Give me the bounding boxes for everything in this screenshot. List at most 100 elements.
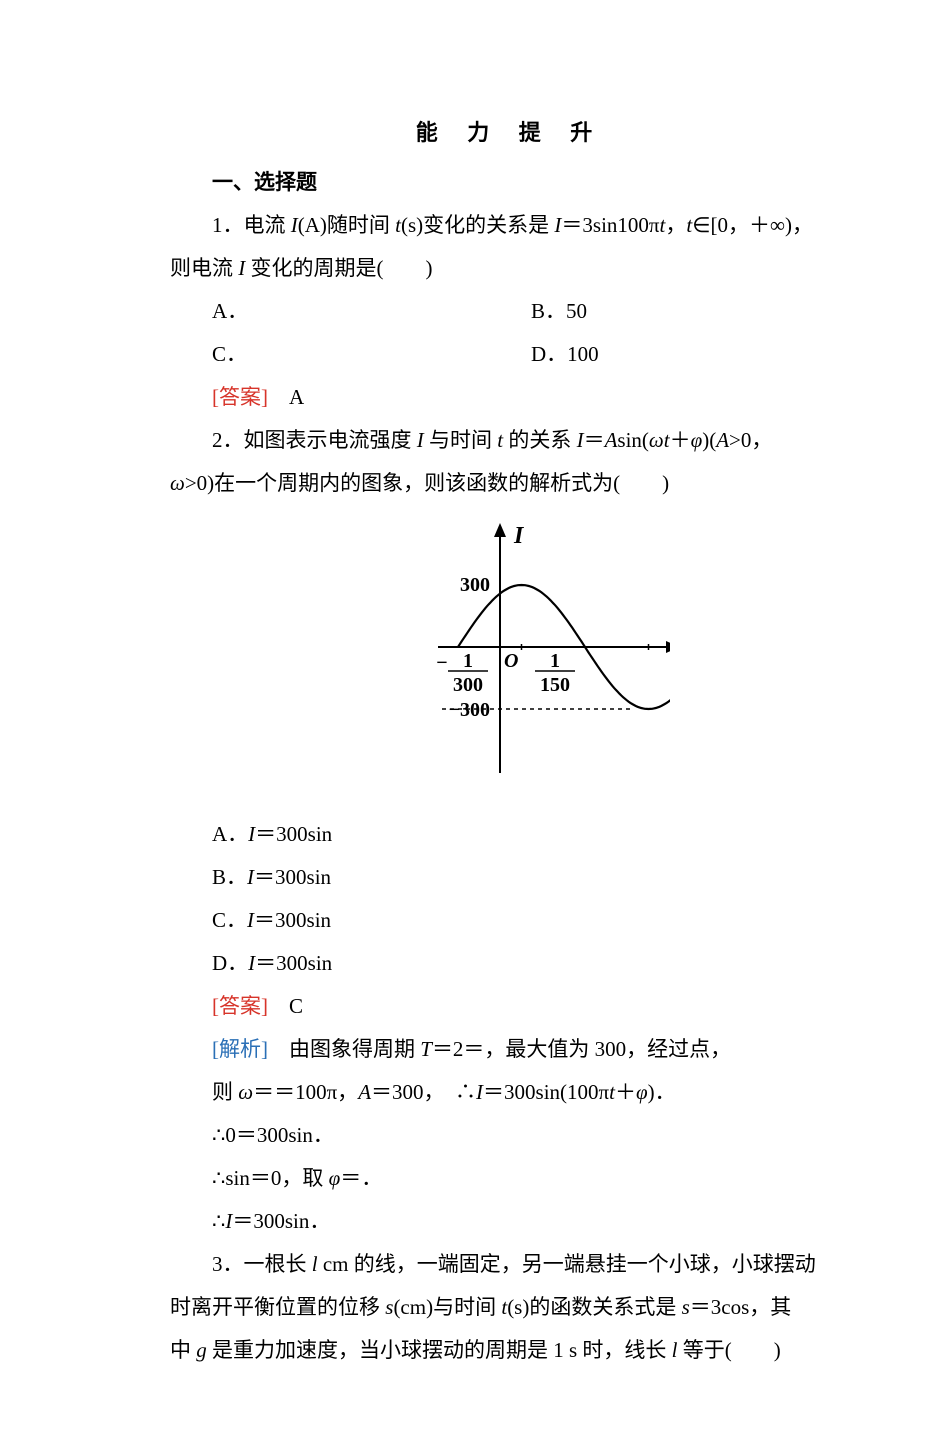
q2-option-d: D．I＝300sin xyxy=(170,942,850,985)
q1-option-c: C． xyxy=(212,342,247,366)
q1-text: (A)随时间 xyxy=(298,213,395,237)
var-A: A xyxy=(358,1080,371,1104)
q2-figure: It300−300O−13001150 xyxy=(170,519,850,794)
q2-option-c: C．I＝300sin xyxy=(170,899,850,942)
eq: ＋ xyxy=(670,428,691,452)
opt-eq: ＝300sin xyxy=(254,865,331,889)
q2-analysis-5: ∴I＝300sin． xyxy=(170,1200,850,1243)
ana-text: 则 xyxy=(212,1080,238,1104)
q3-stem-line2: 时离开平衡位置的位移 s(cm)与时间 t(s)的函数关系式是 s＝3cos，其 xyxy=(170,1286,850,1329)
svg-text:300: 300 xyxy=(453,674,483,696)
q2-analysis-1: [解析] 由图象得周期 T＝2＝，最大值为 300，经过点， xyxy=(170,1028,850,1071)
opt-eq: ＝300sin xyxy=(254,908,331,932)
opt-label: D． xyxy=(212,951,248,975)
q2-text: 与时间 xyxy=(424,428,498,452)
q1-answer: [答案] A xyxy=(170,376,850,419)
q3-text: (s)的函数关系式是 xyxy=(507,1295,681,1319)
q2-analysis-2: 则 ω＝＝100π，A＝300， ∴I＝300sin(100πt＋φ)． xyxy=(170,1071,850,1114)
ana-text: ＝2＝，最大值为 300，经过点， xyxy=(432,1037,731,1061)
var-I: I xyxy=(577,428,584,452)
var-T: T xyxy=(420,1037,432,1061)
svg-text:−300: −300 xyxy=(449,699,490,721)
var-I: I xyxy=(417,428,424,452)
var-I: I xyxy=(476,1080,483,1104)
q3-text: cm 的线，一端固定，另一端悬挂一个小球，小球摆动 xyxy=(318,1252,816,1276)
q3-stem-line3: 中 g 是重力加速度，当小球摆动的周期是 1 s 时，线长 l 等于( ) xyxy=(170,1329,850,1372)
q2-stem-line1: 2．如图表示电流强度 I 与时间 t 的关系 I＝Asin(ωt＋φ)(A>0， xyxy=(170,419,850,462)
q2-option-a: A．I＝300sin xyxy=(170,813,850,856)
q3-text: ＝3cos，其 xyxy=(690,1295,792,1319)
eq: >0， xyxy=(729,428,772,452)
svg-text:I: I xyxy=(513,523,525,549)
q3-text: 时离开平衡位置的位移 xyxy=(170,1295,385,1319)
answer-label: [答案] xyxy=(212,385,268,409)
ana-text: )． xyxy=(648,1080,676,1104)
svg-text:1: 1 xyxy=(550,650,560,672)
ana-text: 由图象得周期 xyxy=(268,1037,420,1061)
var-w: ω xyxy=(649,428,664,452)
ana-text: ＋ xyxy=(615,1080,636,1104)
ana-text: ∴sin＝0，取 xyxy=(212,1166,329,1190)
var-I: I xyxy=(247,865,254,889)
q2-analysis-4: ∴sin＝0，取 φ＝． xyxy=(170,1157,850,1200)
opt-label: B． xyxy=(212,865,247,889)
var-w: ω xyxy=(170,471,185,495)
ana-text: ＝300sin． xyxy=(232,1209,330,1233)
var-g: g xyxy=(196,1338,207,1362)
svg-text:−: − xyxy=(436,652,447,674)
q2-answer: [答案] C xyxy=(170,985,850,1028)
q3-stem-line1: 3．一根长 l cm 的线，一端固定，另一端悬挂一个小球，小球摆动 xyxy=(170,1243,850,1286)
q1-stem-line1: 1．电流 I(A)随时间 t(s)变化的关系是 I＝3sin100πt，t∈[0… xyxy=(170,204,850,247)
q1-text: 1．电流 xyxy=(212,213,291,237)
var-w: ω xyxy=(238,1080,253,1104)
analysis-label: [解析] xyxy=(212,1037,268,1061)
var-phi: φ xyxy=(691,428,703,452)
ana-text: ＝300， ∴ xyxy=(371,1080,476,1104)
q1-stem-line2: 则电流 I 变化的周期是( ) xyxy=(170,247,850,290)
var-A: A xyxy=(716,428,729,452)
var-s: s xyxy=(682,1295,690,1319)
answer-value: A xyxy=(268,385,304,409)
q1-options-row1: A． B．50 xyxy=(170,290,850,333)
q2-text: 的关系 xyxy=(503,428,577,452)
q1-option-d: D．100 xyxy=(531,342,599,366)
svg-text:150: 150 xyxy=(540,674,570,696)
ana-text: ∴ xyxy=(212,1209,225,1233)
opt-eq: ＝300sin xyxy=(255,951,332,975)
page-title: 能 力 提 升 xyxy=(170,110,850,155)
q1-options-row2: C． D．100 xyxy=(170,333,850,376)
q1-range: ∈[0，＋∞)， xyxy=(692,213,813,237)
eq: ＝ xyxy=(584,428,605,452)
q1-text: ， xyxy=(665,213,686,237)
q3-text: 是重力加速度，当小球摆动的周期是 1 s 时，线长 xyxy=(207,1338,672,1362)
q2-stem-line2: ω>0)在一个周期内的图象，则该函数的解析式为( ) xyxy=(170,462,850,505)
q3-text: (cm)与时间 xyxy=(393,1295,501,1319)
q1-option-b: B．50 xyxy=(531,299,587,323)
q1-option-a: A． xyxy=(212,299,248,323)
opt-label: A． xyxy=(212,822,248,846)
q3-text: 等于( ) xyxy=(678,1338,781,1362)
q3-text: 中 xyxy=(170,1338,196,1362)
answer-label: [答案] xyxy=(212,994,268,1018)
q2-analysis-3: ∴0＝300sin． xyxy=(170,1114,850,1157)
q2-text: >0)在一个周期内的图象，则该函数的解析式为( ) xyxy=(185,471,669,495)
opt-eq: ＝300sin xyxy=(255,822,332,846)
var-I: I xyxy=(247,908,254,932)
q2-option-b: B．I＝300sin xyxy=(170,856,850,899)
ana-text: ∴0＝300sin． xyxy=(212,1123,334,1147)
answer-value: C xyxy=(268,994,303,1018)
eq: )( xyxy=(702,428,716,452)
ana-text: ＝300sin(100π xyxy=(483,1080,609,1104)
q1-text: 则电流 xyxy=(170,256,238,280)
var-phi: φ xyxy=(329,1166,341,1190)
var-phi: φ xyxy=(636,1080,648,1104)
svg-text:300: 300 xyxy=(460,574,490,596)
sine-graph: It300−300O−13001150 xyxy=(350,519,670,779)
section-heading: 一、选择题 xyxy=(170,161,850,204)
q1-eq: ＝3sin100π xyxy=(561,213,659,237)
ana-text: ＝． xyxy=(340,1166,382,1190)
eq: sin( xyxy=(617,428,649,452)
var-A: A xyxy=(605,428,618,452)
var-I: I xyxy=(291,213,298,237)
q3-text: 3．一根长 xyxy=(212,1252,312,1276)
